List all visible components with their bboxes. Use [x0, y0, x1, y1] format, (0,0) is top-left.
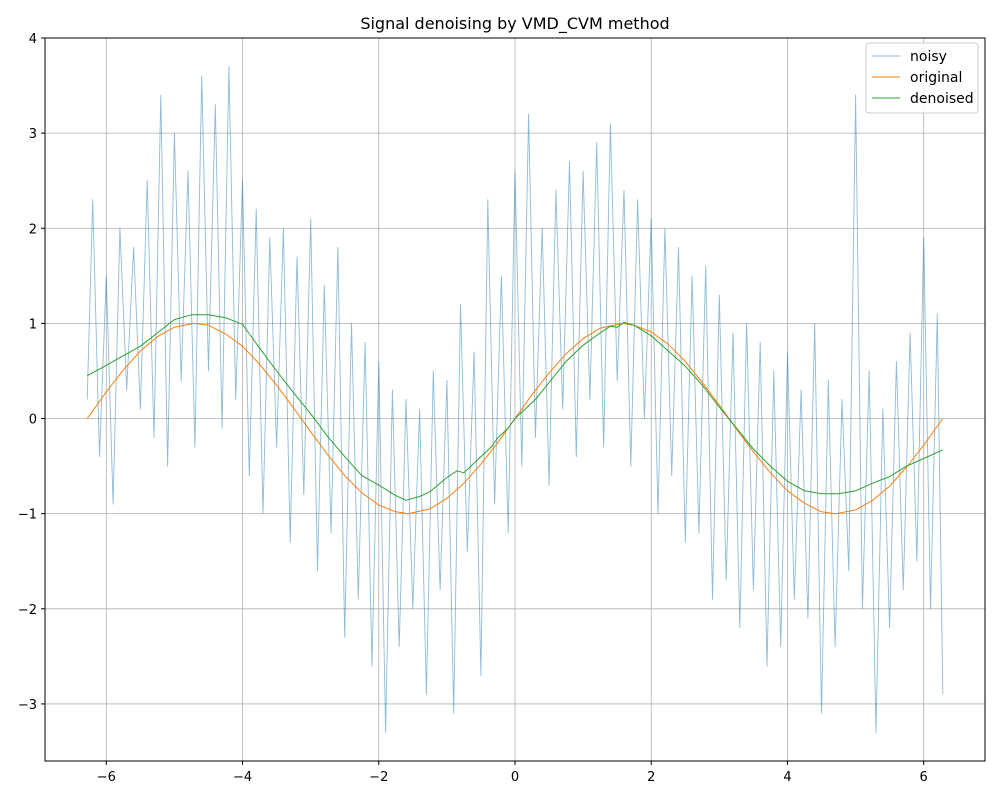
x-tick-label: −6	[97, 770, 116, 785]
y-tick-label: 4	[29, 32, 37, 47]
legend: noisy original denoised	[865, 42, 979, 114]
y-tick-label: −1	[18, 508, 37, 523]
y-tick-label: −3	[18, 698, 37, 713]
grid-lines	[45, 37, 985, 761]
x-tick-label: 0	[511, 770, 519, 785]
y-tick-label: 0	[29, 413, 37, 428]
axis-ticks: −6 −4 −2 0 2 4 6 −3 −2 −1 0 1 2 3 4	[18, 32, 928, 785]
y-tick-label: 3	[29, 127, 37, 142]
chart-title: Signal denoising by VMD_CVM method	[360, 14, 669, 34]
x-tick-label: −4	[233, 770, 252, 785]
series-line-denoised	[86, 314, 944, 501]
y-tick-label: 2	[29, 222, 37, 237]
series-line-noisy	[86, 66, 944, 733]
x-tick-label: 2	[647, 770, 655, 785]
legend-label-noisy: noisy	[910, 49, 947, 65]
legend-label-original: original	[910, 70, 962, 86]
legend-label-denoised: denoised	[910, 91, 974, 107]
series-lines	[86, 66, 944, 733]
y-tick-label: 1	[29, 317, 37, 332]
legend-box	[865, 42, 979, 114]
y-tick-label: −2	[18, 603, 37, 618]
x-tick-label: 4	[783, 770, 791, 785]
x-tick-label: −2	[369, 770, 388, 785]
x-tick-label: 6	[920, 770, 928, 785]
